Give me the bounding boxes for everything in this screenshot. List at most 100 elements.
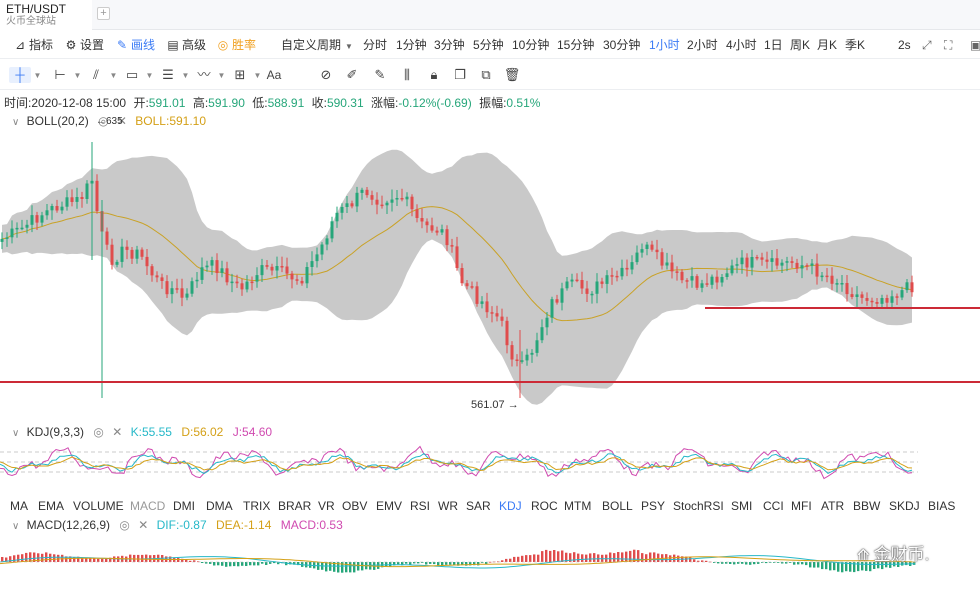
indicator-tab-stochrsi[interactable]: StochRSI xyxy=(673,499,724,513)
indicator-tab-ema[interactable]: EMA xyxy=(38,499,65,513)
chevron-down-icon[interactable]: ▼ xyxy=(253,70,262,80)
indicator-tab-bbw[interactable]: BBW xyxy=(853,499,881,513)
period-10[interactable]: 1日 xyxy=(764,38,783,52)
period-0[interactable]: 分时 xyxy=(363,38,388,52)
indicator-tab-roc[interactable]: ROC xyxy=(531,499,558,513)
chevron-down-icon[interactable]: ▼ xyxy=(181,70,190,80)
chevron-down-icon[interactable]: ▼ xyxy=(33,70,42,80)
indicator-tab-bias[interactable]: BIAS xyxy=(928,499,956,513)
fibonacci-tool-icon[interactable]: ☰ xyxy=(162,67,174,82)
chevron-down-icon[interactable]: ▼ xyxy=(73,70,82,80)
trash-icon[interactable]: 🗑︎ xyxy=(503,67,521,82)
settings-icon[interactable]: ◎ xyxy=(119,518,130,532)
plus-icon[interactable]: + xyxy=(97,7,110,20)
chevron-down-icon[interactable]: ∨ xyxy=(12,428,20,439)
macd-bar xyxy=(9,556,12,562)
candle-body xyxy=(520,360,524,362)
settings-icon[interactable]: ◎ xyxy=(98,114,109,128)
indicator-tab-skdj[interactable]: SKDJ xyxy=(889,499,920,513)
wave-tool-icon[interactable]: 〰 xyxy=(197,67,211,82)
chevron-down-icon[interactable]: ∨ xyxy=(12,521,20,532)
candle-body xyxy=(415,209,419,218)
copy-tool-icon[interactable]: ❐ xyxy=(454,67,466,82)
indicator-tab-macd[interactable]: MACD xyxy=(130,499,166,513)
indicator-tab-brar[interactable]: BRAR xyxy=(278,499,312,513)
period-7[interactable]: 1小时 xyxy=(649,38,680,52)
period-5[interactable]: 15分钟 xyxy=(557,38,595,52)
period-3[interactable]: 5分钟 xyxy=(473,38,504,52)
boll-value-label: BOLL: xyxy=(135,114,170,128)
candles-tool-icon[interactable]: ⫼ xyxy=(404,67,410,82)
refresh-interval[interactable]: 2s xyxy=(898,38,911,52)
brush-tool-icon[interactable]: ✎ xyxy=(374,67,386,82)
indicator-tab-sar[interactable]: SAR xyxy=(466,499,491,513)
text-tool-icon[interactable]: Aa xyxy=(266,68,282,82)
kdj-d-value: 56.02 xyxy=(193,425,224,439)
period-2[interactable]: 3分钟 xyxy=(434,38,465,52)
fullscreen-icon[interactable]: ⤢ xyxy=(922,38,932,52)
period-9[interactable]: 4小时 xyxy=(726,38,757,52)
settings-icon[interactable]: ◎ xyxy=(93,425,104,439)
indicator-tab-psy[interactable]: PSY xyxy=(641,499,666,513)
indicator-tab-boll[interactable]: BOLL xyxy=(602,499,633,513)
candle-body xyxy=(695,276,699,288)
period-12[interactable]: 月K xyxy=(817,38,838,52)
indicator-tab-cci[interactable]: CCI xyxy=(763,499,784,513)
advanced-button[interactable]: ▤ 高级 xyxy=(167,38,207,52)
chart-canvas[interactable]: 561.07 → ←635 xyxy=(0,113,980,590)
indicator-tab-atr[interactable]: ATR xyxy=(821,499,845,513)
period-6[interactable]: 30分钟 xyxy=(603,38,641,52)
horizontal-line-tool-icon[interactable]: ⊢ xyxy=(54,67,66,82)
indicator-tab-rsi[interactable]: RSI xyxy=(410,499,431,513)
draw-button[interactable]: ✎ 画线 xyxy=(116,38,156,52)
close-icon[interactable]: ✕ xyxy=(112,425,123,439)
pencil-icon: ✎ xyxy=(116,38,128,52)
indicator-tab-ma[interactable]: MA xyxy=(10,499,28,513)
settings-button[interactable]: ⚙ 设置 xyxy=(65,38,105,52)
macd-bar xyxy=(297,562,300,566)
indicator-tab-trix[interactable]: TRIX xyxy=(243,499,271,513)
rectangle-tool-icon[interactable]: ▭ xyxy=(125,67,139,82)
crosshair-tool-icon[interactable]: ┼ xyxy=(9,67,31,83)
winrate-button[interactable]: ◎ 胜率 xyxy=(217,38,257,52)
macd-bar xyxy=(889,562,892,568)
camera-icon[interactable]: ▣ xyxy=(970,38,980,52)
magnet-tool-icon[interactable]: ⊘ xyxy=(320,67,332,82)
indicator-tab-kdj[interactable]: KDJ xyxy=(499,499,522,513)
indicator-tab-dma[interactable]: DMA xyxy=(206,499,233,513)
period-8[interactable]: 2小时 xyxy=(687,38,718,52)
ruler-tool-icon[interactable]: ✐ xyxy=(346,67,358,82)
hide-tool-icon[interactable]: ⧉ xyxy=(481,67,491,82)
chevron-down-icon[interactable]: ∨ xyxy=(12,117,20,128)
indicator-tab-emv[interactable]: EMV xyxy=(376,499,403,513)
period-1[interactable]: 1分钟 xyxy=(396,38,427,52)
indicator-tab-mtm[interactable]: MTM xyxy=(564,499,592,513)
chevron-down-icon[interactable]: ▼ xyxy=(109,70,118,80)
indicator-tab-mfi[interactable]: MFI xyxy=(791,499,812,513)
custom-period-dropdown[interactable]: 自定义周期 ▼ xyxy=(281,38,353,52)
close-icon[interactable]: ✕ xyxy=(116,114,127,128)
period-4[interactable]: 10分钟 xyxy=(512,38,550,52)
chevron-down-icon[interactable]: ▼ xyxy=(217,70,226,80)
expand-icon[interactable]: ⛶ xyxy=(944,38,953,52)
indicator-tab-dmi[interactable]: DMI xyxy=(173,499,195,513)
indicator-tab-smi[interactable]: SMI xyxy=(731,499,753,513)
candle-body xyxy=(770,258,774,262)
measure-tool-icon[interactable]: ⊞ xyxy=(234,67,246,82)
macd-bar xyxy=(617,552,620,562)
parallel-lines-tool-icon[interactable]: ⫽ xyxy=(93,67,99,82)
lock-tool-icon[interactable]: 🔒︎ xyxy=(430,67,438,82)
indicator-tab-vr[interactable]: VR xyxy=(318,499,335,513)
candle-body xyxy=(370,195,374,200)
candle-body xyxy=(55,206,59,211)
close-icon[interactable]: ✕ xyxy=(138,518,149,532)
indicators-button[interactable]: ⊿ 指标 xyxy=(14,38,54,52)
indicator-tab-obv[interactable]: OBV xyxy=(342,499,368,513)
indicator-tab-wr[interactable]: WR xyxy=(438,499,458,513)
period-13[interactable]: 季K xyxy=(845,38,866,52)
period-11[interactable]: 周K xyxy=(790,38,811,52)
macd-bar xyxy=(133,554,136,562)
indicator-tab-volume[interactable]: VOLUME xyxy=(73,499,124,513)
chevron-down-icon[interactable]: ▼ xyxy=(145,70,154,80)
tab-eth-usdt[interactable]: ETH/USDT 火币全球站 xyxy=(0,0,92,30)
